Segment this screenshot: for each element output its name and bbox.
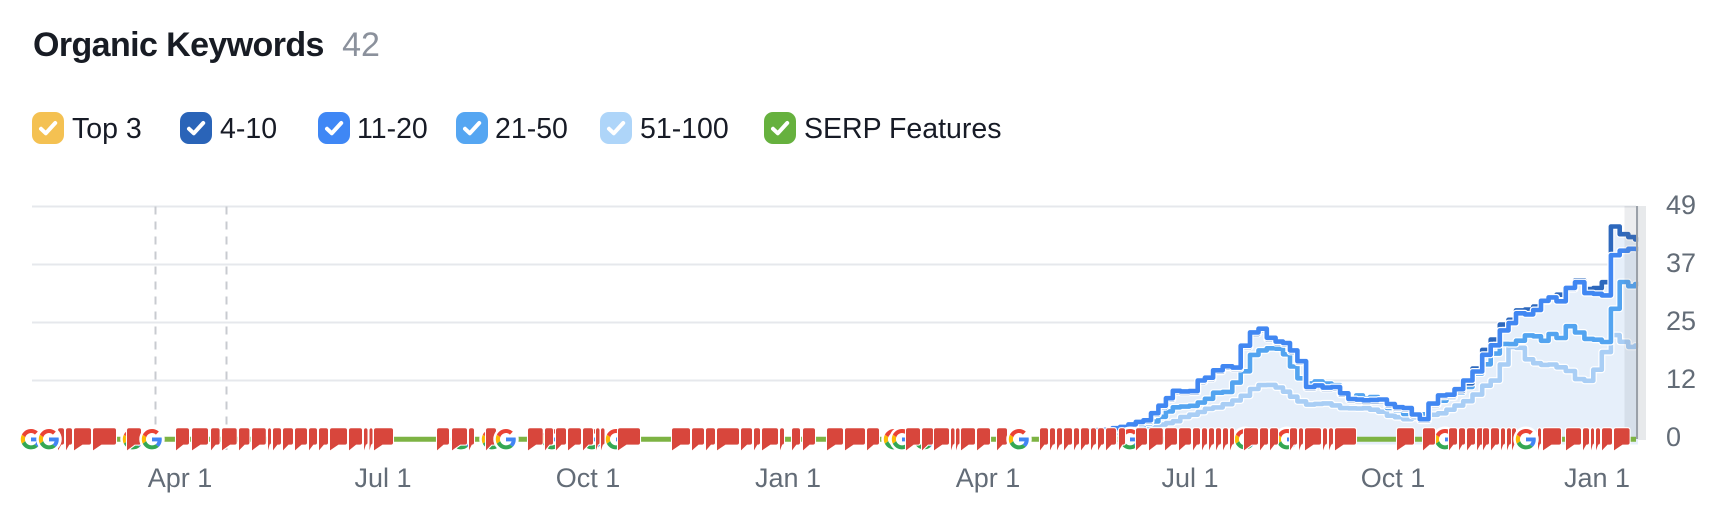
svg-text:49: 49 — [1666, 190, 1696, 220]
svg-text:Oct 1: Oct 1 — [556, 463, 621, 493]
svg-text:25: 25 — [1666, 306, 1696, 336]
svg-text:Jan 1: Jan 1 — [755, 463, 821, 493]
svg-text:Jan 1: Jan 1 — [1564, 463, 1630, 493]
svg-text:0: 0 — [1666, 422, 1681, 452]
svg-text:Oct 1: Oct 1 — [1361, 463, 1426, 493]
svg-text:Jul 1: Jul 1 — [354, 463, 411, 493]
svg-text:37: 37 — [1666, 248, 1696, 278]
svg-text:Apr 1: Apr 1 — [956, 463, 1021, 493]
svg-text:Jul 1: Jul 1 — [1161, 463, 1218, 493]
svg-text:12: 12 — [1666, 364, 1696, 394]
svg-text:Apr 1: Apr 1 — [148, 463, 213, 493]
